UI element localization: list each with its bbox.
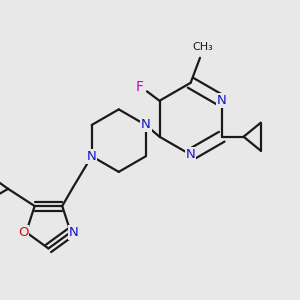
- Text: N: N: [217, 94, 226, 107]
- Text: N: N: [186, 148, 196, 161]
- Text: CH₃: CH₃: [193, 42, 214, 52]
- Text: O: O: [18, 226, 28, 239]
- Text: N: N: [87, 150, 97, 163]
- Text: N: N: [141, 118, 151, 131]
- Text: N: N: [69, 226, 79, 239]
- Text: F: F: [135, 80, 143, 94]
